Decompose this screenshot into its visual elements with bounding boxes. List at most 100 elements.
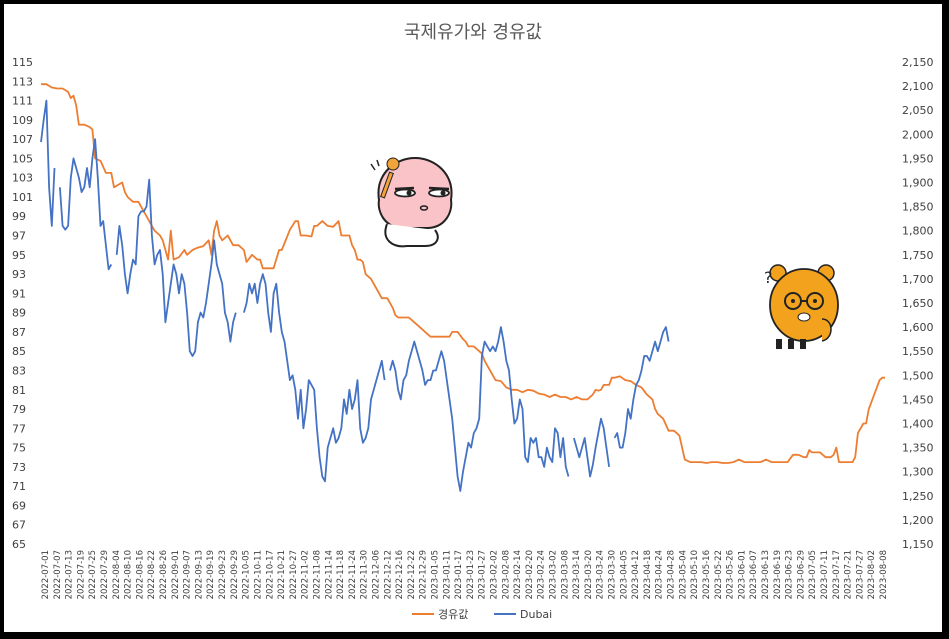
legend-label: 경유값: [438, 608, 468, 621]
x-axis-tick-label: 2022-08-26: [159, 550, 169, 599]
right-axis-tick-label: 1,850: [902, 201, 934, 214]
right-axis-tick-label: 1,450: [902, 393, 934, 406]
x-axis-tick-label: 2023-06-07: [749, 550, 759, 599]
x-axis-tick-label: 2022-12-16: [395, 550, 405, 599]
x-axis-tick-label: 2023-04-28: [667, 550, 677, 599]
x-axis-tick-label: 2023-01-05: [430, 550, 440, 599]
x-axis-tick-label: 2022-08-22: [147, 550, 157, 599]
left-axis-tick-label: 115: [12, 56, 33, 69]
left-axis-tick-label: 99: [12, 210, 26, 223]
x-axis-tick-label: 2022-11-02: [301, 550, 311, 599]
chart-title: 국제유가와 경유값: [404, 22, 542, 43]
x-axis-tick-label: 2023-03-02: [549, 550, 559, 599]
x-axis-tick-label: 2023-04-18: [643, 550, 653, 599]
x-axis-tick-label: 2022-09-23: [218, 550, 228, 599]
x-axis-tick-label: 2022-12-12: [383, 550, 393, 599]
x-axis-tick-label: 2023-05-22: [714, 550, 724, 599]
x-axis-tick-label: 2022-11-14: [324, 550, 334, 599]
x-axis-tick-label: 2022-11-18: [336, 550, 346, 599]
x-axis-tick-label: 2023-03-24: [596, 550, 606, 599]
left-axis-tick-label: 111: [12, 95, 33, 108]
x-axis-tick-label: 2023-08-02: [867, 550, 877, 599]
x-axis-tick-label: 2022-10-17: [265, 550, 275, 599]
right-axis-tick-label: 1,300: [902, 466, 934, 479]
x-axis-tick-label: 2023-02-02: [490, 550, 500, 599]
left-axis-tick-label: 107: [12, 133, 33, 146]
right-axis-tick-label: 1,600: [902, 321, 934, 334]
left-axis-tick-label: 95: [12, 249, 26, 262]
x-axis-tick-label: 2023-06-29: [796, 550, 806, 599]
right-axis-tick-label: 2,000: [902, 128, 934, 141]
x-axis-tick-label: 2023-07-27: [855, 550, 865, 599]
x-axis-tick-label: 2023-03-20: [584, 550, 594, 599]
line-chart: 국제유가와 경유값 115 113 111 109 107 105 103 101 99 97 95…: [12, 22, 934, 621]
x-axis-tick-label: 2022-09-13: [194, 550, 204, 599]
x-axis-tick-label: 2023-08-08: [879, 550, 889, 599]
right-axis-tick-label: 1,200: [902, 514, 934, 527]
left-axis-tick-label: 109: [12, 114, 33, 127]
x-axis-tick-label: 2023-07-11: [820, 550, 830, 599]
x-axis-tick-label: 2023-06-19: [773, 550, 783, 599]
right-axis-tick-label: 1,900: [902, 177, 934, 190]
right-axis-tick-label: 1,250: [902, 490, 934, 503]
x-axis-tick-label: 2022-09-19: [206, 550, 216, 599]
x-axis-tick-label: 2023-05-04: [678, 550, 688, 599]
x-axis-tick-label: 2023-03-08: [560, 550, 570, 599]
x-axis-tick-label: 2022-08-10: [124, 550, 134, 599]
x-axis-tick-label: 2022-11-08: [312, 550, 322, 599]
x-axis: 2022-07-01 2022-07-07 2022-07-13 2022-07-19…: [41, 550, 889, 599]
left-axis-tick-label: 105: [12, 152, 33, 165]
right-axis-tick-label: 1,550: [902, 345, 934, 358]
right-axis-tick-label: 1,650: [902, 297, 934, 310]
x-axis-tick-label: 2023-04-12: [631, 550, 641, 599]
x-axis-tick-label: 2022-07-07: [53, 550, 63, 599]
right-axis-tick-label: 1,750: [902, 249, 934, 262]
x-axis-tick-label: 2023-06-23: [785, 550, 795, 599]
left-axis-tick-label: 97: [12, 230, 26, 243]
left-axis-tick-label: 113: [12, 75, 33, 88]
lion-character-illustration: ?: [764, 264, 839, 349]
x-axis-tick-label: 2022-11-24: [348, 550, 358, 599]
x-axis-tick-label: 2022-12-06: [371, 550, 381, 599]
left-axis-tick-label: 69: [12, 499, 26, 512]
x-axis-tick-label: 2023-05-10: [690, 550, 700, 599]
x-axis-tick-label: 2022-07-25: [88, 550, 98, 599]
x-axis-tick-label: 2022-07-01: [41, 550, 51, 599]
x-axis-tick-label: 2022-12-22: [407, 550, 417, 599]
x-axis-tick-label: 2022-10-27: [289, 550, 299, 599]
right-axis-tick-label: 1,350: [902, 442, 934, 455]
left-axis-tick-label: 65: [12, 538, 26, 551]
right-axis: 2,150 2,100 2,050 2,000 1,950 1,900 1,850 1,800…: [902, 56, 934, 551]
x-axis-tick-label: 2022-10-11: [253, 550, 263, 599]
left-axis-tick-label: 93: [12, 268, 26, 281]
x-axis-tick-label: 2023-06-01: [737, 550, 747, 599]
x-axis-tick-label: 2022-09-07: [183, 550, 193, 599]
right-axis-tick-label: 1,800: [902, 225, 934, 238]
chart-legend: 경유값 Dubai: [412, 608, 552, 621]
left-axis-tick-label: 79: [12, 403, 26, 416]
legend-label: Dubai: [520, 608, 552, 621]
x-axis-tick-label: 2023-01-23: [466, 550, 476, 599]
right-axis-tick-label: 1,150: [902, 538, 934, 551]
left-axis-tick-label: 73: [12, 461, 26, 474]
x-axis-tick-label: 2023-05-26: [726, 550, 736, 599]
right-axis-tick-label: 2,100: [902, 80, 934, 93]
x-axis-tick-label: 2022-07-29: [100, 550, 110, 599]
peach-character-illustration: [370, 156, 453, 248]
left-axis: 115 113 111 109 107 105 103 101 99 97 95 93 91 89 87 85…: [12, 56, 33, 551]
left-axis-tick-label: 77: [12, 422, 26, 435]
right-axis-tick-label: 1,950: [902, 152, 934, 165]
x-axis-tick-label: 2023-01-11: [442, 550, 452, 599]
x-axis-tick-label: 2023-02-24: [537, 550, 547, 599]
x-axis-tick-label: 2022-11-30: [360, 550, 370, 599]
left-axis-tick-label: 87: [12, 326, 26, 339]
x-axis-tick-label: 2022-07-19: [76, 550, 86, 599]
x-axis-tick-label: 2023-06-13: [761, 550, 771, 599]
x-axis-tick-label: 2023-01-27: [478, 550, 488, 599]
right-axis-tick-label: 1,400: [902, 418, 934, 431]
left-axis-tick-label: 83: [12, 364, 26, 377]
x-axis-tick-label: 2023-07-17: [832, 550, 842, 599]
left-axis-tick-label: 91: [12, 287, 26, 300]
left-axis-tick-label: 67: [12, 519, 26, 532]
